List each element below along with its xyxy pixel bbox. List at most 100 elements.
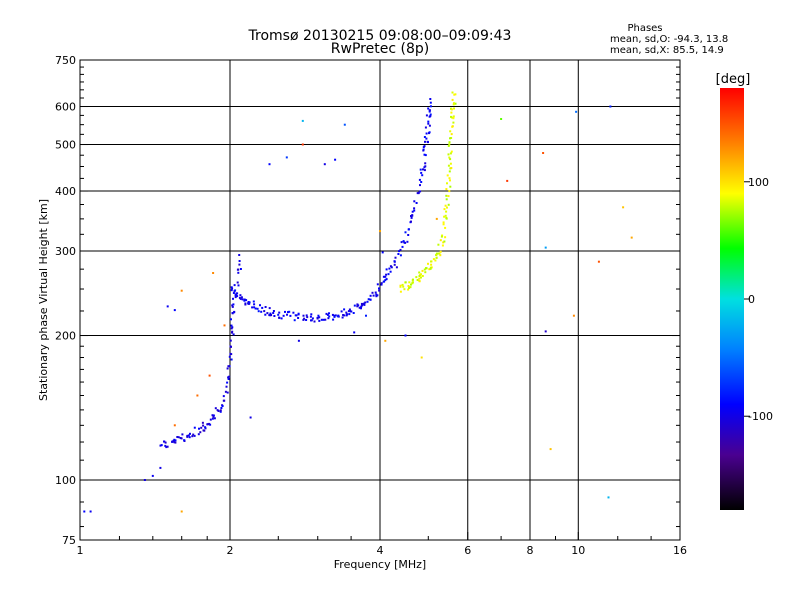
data-point (438, 252, 441, 255)
data-point (233, 284, 236, 287)
data-point (293, 319, 296, 322)
data-point (234, 296, 237, 299)
y-tick-label: 600 (55, 101, 76, 114)
data-point (622, 206, 625, 209)
data-point (406, 240, 409, 243)
data-point (429, 113, 432, 116)
x-tick-label: 16 (673, 544, 687, 557)
data-point (421, 269, 424, 272)
data-point (173, 309, 176, 312)
data-point (301, 119, 304, 122)
data-point (419, 190, 422, 193)
data-point (232, 333, 235, 336)
data-point (411, 210, 414, 213)
data-point (404, 334, 407, 337)
data-point (385, 268, 388, 271)
data-point (230, 289, 233, 292)
data-point (445, 198, 448, 201)
x-tick-label: 1 (77, 544, 84, 557)
data-point (226, 381, 229, 384)
data-point (452, 103, 455, 106)
data-point (427, 262, 429, 265)
data-point (450, 108, 453, 111)
data-point (261, 306, 264, 309)
data-point (423, 268, 426, 271)
data-point (369, 294, 372, 297)
data-point (444, 214, 447, 217)
data-point (251, 306, 254, 309)
data-point (333, 314, 336, 317)
data-point (302, 314, 305, 317)
grid-lines (80, 60, 680, 540)
data-point (437, 243, 440, 246)
data-point (230, 318, 232, 321)
data-point (268, 163, 271, 166)
data-point (259, 304, 261, 307)
data-point (380, 283, 383, 286)
data-point (411, 214, 414, 217)
data-point (253, 306, 256, 309)
data-point (230, 286, 233, 289)
data-point (384, 275, 387, 278)
data-point (219, 410, 222, 413)
data-point (385, 273, 388, 276)
y-tick-label: 100 (55, 474, 76, 487)
data-point (454, 93, 457, 96)
data-point (402, 240, 405, 243)
data-point (450, 150, 453, 153)
x-tick-label: 10 (571, 544, 585, 557)
data-point (385, 278, 388, 281)
data-point (430, 260, 432, 263)
data-point (238, 260, 241, 262)
data-point (428, 268, 431, 271)
data-point (413, 209, 416, 212)
data-point (424, 140, 426, 143)
data-point (237, 271, 240, 274)
data-point (180, 289, 183, 292)
x-tick-label: 8 (527, 544, 534, 557)
data-point (428, 109, 431, 112)
data-point (248, 301, 251, 304)
data-point (166, 305, 169, 308)
data-point (372, 294, 375, 297)
data-point (453, 102, 455, 105)
data-point (231, 312, 234, 314)
data-point (404, 281, 407, 284)
data-point (429, 266, 432, 269)
data-point (318, 316, 321, 319)
data-point (303, 317, 306, 320)
data-point (429, 101, 432, 104)
data-point (227, 365, 230, 368)
data-point (174, 441, 177, 444)
data-point (237, 284, 240, 287)
data-point (376, 294, 379, 297)
data-point (202, 424, 205, 427)
data-point (212, 414, 215, 417)
data-point (323, 163, 326, 166)
data-point (297, 339, 300, 342)
data-point (231, 330, 234, 333)
data-point (247, 302, 250, 305)
data-point (289, 314, 292, 317)
data-point (449, 137, 451, 140)
data-point (407, 288, 410, 291)
data-point (423, 145, 426, 148)
data-point (597, 260, 600, 263)
data-point (324, 318, 327, 321)
data-point (544, 330, 547, 333)
data-point (288, 310, 291, 313)
data-point (180, 510, 183, 513)
data-point (447, 203, 450, 206)
data-point (363, 303, 366, 306)
data-point (382, 275, 385, 278)
data-point (389, 270, 392, 273)
data-point (420, 181, 423, 183)
data-point (214, 407, 217, 410)
phase-stats-heading: Phases (627, 23, 662, 34)
data-point (268, 307, 271, 310)
data-point (448, 190, 451, 193)
data-point (407, 228, 410, 231)
data-point (398, 250, 400, 253)
data-point (425, 132, 428, 135)
axis-ticks: 1 2 4 6 8 10 16 75 100 200 300 400 500 600 750 (55, 54, 687, 557)
